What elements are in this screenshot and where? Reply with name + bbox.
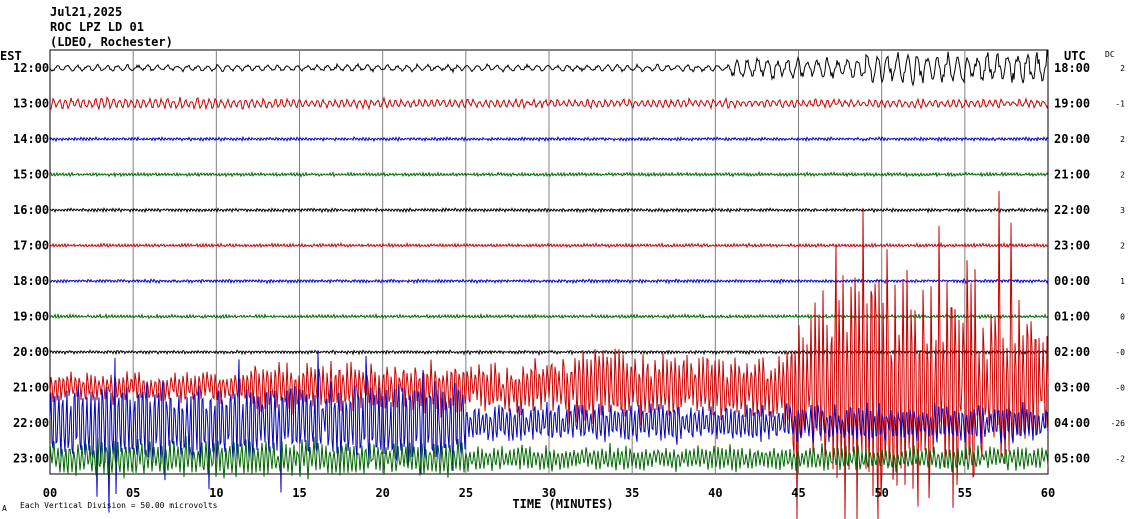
dc-value-0: 2 [1120,64,1125,73]
utc-label-10: 04:00 [1054,416,1090,430]
est-label-5: 17:00 [13,239,49,253]
dc-value-5: 2 [1120,242,1125,251]
trace-2000 [49,349,1049,356]
est-label-0: 12:00 [13,61,49,75]
trace-group [49,50,1049,519]
trace-1700 [49,241,1049,249]
header-network: (LDEO, Rochester) [50,35,173,49]
dc-value-6: 1 [1120,277,1125,286]
dc-header: DC [1105,50,1115,59]
dc-value-11: -2 [1115,455,1125,464]
right-zone-label: UTC [1064,49,1086,63]
dc-value-8: -0 [1115,348,1125,357]
dc-value-1: -1 [1115,100,1125,109]
x-axis-label: TIME (MINUTES) [512,497,613,511]
footer-scale: Each Vertical Division = 50.00 microvolt… [20,501,218,510]
est-label-2: 14:00 [13,132,49,146]
dc-value-10: -26 [1111,419,1126,428]
trace-1900 [49,312,1049,320]
trace-2300 [49,436,1049,480]
trace-1200 [49,50,1049,88]
x-tick-60: 60 [1041,486,1055,500]
x-tick-50: 50 [874,486,888,500]
x-tick-30: 30 [542,486,556,500]
utc-label-2: 20:00 [1054,132,1090,146]
x-tick-10: 10 [209,486,223,500]
est-label-11: 23:00 [13,452,49,466]
trace-1400 [49,135,1049,143]
utc-label-3: 21:00 [1054,168,1090,182]
x-tick-labels: 00 05 10 15 20 25 30 35 40 45 50 55 60 [43,486,1055,500]
utc-label-8: 02:00 [1054,345,1090,359]
est-label-10: 22:00 [13,416,49,430]
utc-label-7: 01:00 [1054,310,1090,324]
x-tick-05: 05 [126,486,140,500]
utc-label-5: 23:00 [1054,239,1090,253]
utc-label-0: 18:00 [1054,61,1090,75]
row-labels: 12:00 18:00 2 13:00 19:00 -1 14:00 20:00 2 15:00 2… [13,61,1125,466]
x-tick-00: 00 [43,486,57,500]
trace-1500 [49,171,1049,178]
trace-2200 [49,350,1049,513]
est-label-7: 19:00 [13,310,49,324]
utc-label-11: 05:00 [1054,452,1090,466]
dc-value-2: 2 [1120,135,1125,144]
utc-label-1: 19:00 [1054,97,1090,111]
trace-1600 [50,207,1049,214]
dc-value-3: 2 [1120,171,1125,180]
left-zone-label: EST [0,49,22,63]
utc-label-4: 22:00 [1054,203,1090,217]
dc-value-7: 0 [1120,313,1125,322]
header-date: Jul21,2025 [50,5,122,19]
x-tick-25: 25 [459,486,473,500]
footer-mark: A [2,504,7,513]
dc-value-4: 3 [1120,206,1125,215]
trace-2100 [49,190,1049,519]
est-label-9: 21:00 [13,381,49,395]
header-station: ROC LPZ LD 01 [50,20,144,34]
trace-1800 [49,278,1049,285]
utc-label-6: 00:00 [1054,274,1090,288]
x-tick-55: 55 [958,486,972,500]
x-tick-35: 35 [625,486,639,500]
est-label-3: 15:00 [13,168,49,182]
x-tick-45: 45 [791,486,805,500]
grid-lines [132,50,966,474]
est-label-8: 20:00 [13,345,49,359]
dc-value-9: -0 [1115,384,1125,393]
est-label-1: 13:00 [13,97,49,111]
est-label-4: 16:00 [13,203,49,217]
trace-1300 [49,96,1049,111]
x-tick-40: 40 [708,486,722,500]
x-tick-20: 20 [375,486,389,500]
x-tick-15: 15 [292,486,306,500]
utc-label-9: 03:00 [1054,381,1090,395]
est-label-6: 18:00 [13,274,49,288]
